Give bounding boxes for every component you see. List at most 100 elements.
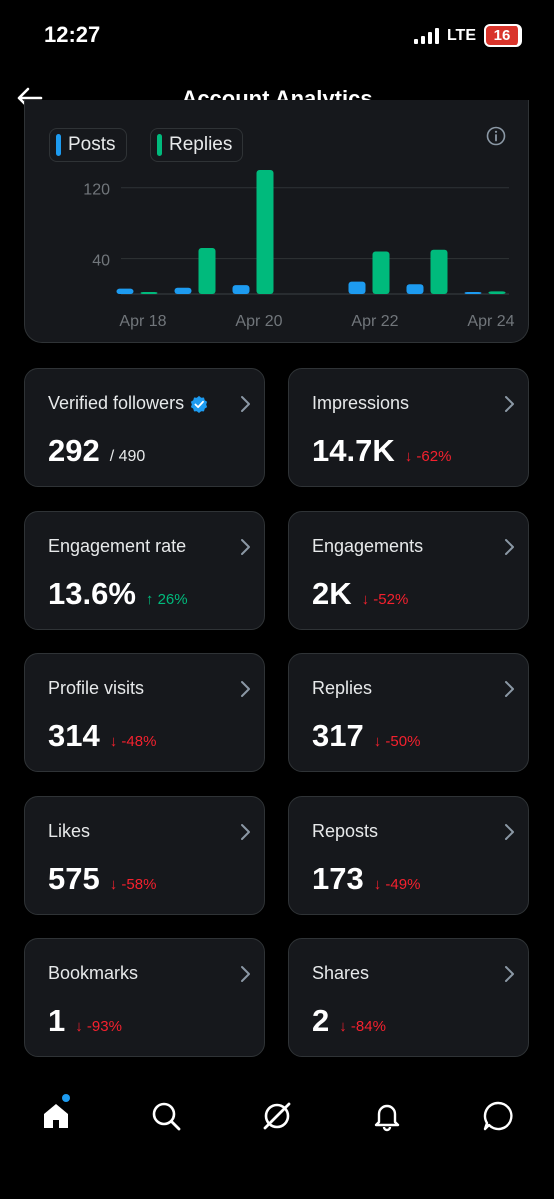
metric-value: 1 <box>48 1003 66 1038</box>
nav-notifications[interactable] <box>367 1096 407 1136</box>
metric-label-text: Impressions <box>312 393 410 413</box>
legend-posts-swatch <box>56 134 61 156</box>
chevron-right-icon <box>241 396 250 412</box>
metric-card-likes[interactable]: Likes 575 ↓ -58% <box>24 796 265 915</box>
bell-icon <box>374 1104 400 1132</box>
metric-label: Engagements <box>312 536 423 557</box>
metric-change: ↓ -58% <box>109 876 157 893</box>
metric-total: / 490 <box>109 448 146 465</box>
bar-chart: 40 120 Apr 18 Apr 20 Apr 22 Apr 24 <box>83 170 515 330</box>
metric-value-row: 1 ↓ -93% <box>48 1003 122 1039</box>
x-tick-label: Apr 18 <box>119 313 166 330</box>
network-label: LTE <box>446 26 476 44</box>
metric-value-row: 317 ↓ -50% <box>312 718 420 754</box>
chevron-right-icon <box>241 966 250 982</box>
metric-label-text: Replies <box>312 678 373 698</box>
metric-card-shares[interactable]: Shares 2 ↓ -84% <box>288 938 529 1057</box>
metric-value-row: 2K ↓ -52% <box>312 576 408 612</box>
chevron-right-icon <box>505 824 514 840</box>
metric-change: ↑ 26% <box>145 591 188 608</box>
x-tick-label: Apr 20 <box>235 313 282 330</box>
bar-posts-apr-19[interactable] <box>174 287 192 294</box>
bar-posts-apr-23[interactable] <box>406 284 424 294</box>
nav-home[interactable] <box>36 1096 76 1136</box>
legend-replies-swatch <box>157 134 162 156</box>
x-tick-label: Apr 24 <box>467 313 514 330</box>
metric-value: 292 <box>48 433 100 468</box>
metric-label: Reposts <box>312 821 378 842</box>
metric-label: Engagement rate <box>48 536 186 557</box>
legend-posts[interactable]: Posts <box>49 128 127 162</box>
metric-value: 317 <box>312 718 364 753</box>
metric-value-row: 14.7K ↓ -62% <box>312 433 451 469</box>
home-icon <box>44 1104 68 1128</box>
metric-card-engagements[interactable]: Engagements 2K ↓ -52% <box>288 511 529 630</box>
metric-change: ↓ -93% <box>75 1018 122 1035</box>
y-tick-label: 120 <box>83 182 110 199</box>
bar-replies-apr-18[interactable] <box>140 292 158 294</box>
metric-value-row: 292 / 490 <box>48 433 145 469</box>
nav-grok[interactable] <box>257 1096 297 1136</box>
y-tick-label: 40 <box>92 253 110 270</box>
metric-value-row: 173 ↓ -49% <box>312 861 420 897</box>
bar-replies-apr-20[interactable] <box>256 170 274 294</box>
bar-posts-apr-24[interactable] <box>464 292 482 294</box>
metric-label: Shares <box>312 963 369 984</box>
metric-label: Profile visits <box>48 678 144 699</box>
metric-value: 314 <box>48 718 100 753</box>
chevron-right-icon <box>241 681 250 697</box>
metric-label: Likes <box>48 821 90 842</box>
metric-value-row: 2 ↓ -84% <box>312 1003 386 1039</box>
verified-badge-icon <box>190 395 208 413</box>
metric-label: Bookmarks <box>48 963 138 984</box>
metric-label: Impressions <box>312 393 409 414</box>
metric-change: ↓ -84% <box>339 1018 386 1035</box>
bar-replies-apr-24[interactable] <box>488 291 506 294</box>
metric-label-text: Engagement rate <box>48 536 187 556</box>
metric-value-row: 314 ↓ -48% <box>48 718 156 754</box>
metric-value: 173 <box>312 861 364 896</box>
metric-card-reposts[interactable]: Reposts 173 ↓ -49% <box>288 796 529 915</box>
metric-card-verified-followers[interactable]: Verified followers 292 / 490 <box>24 368 265 487</box>
chevron-right-icon <box>505 396 514 412</box>
metric-value: 14.7K <box>312 433 395 468</box>
metric-label-text: Profile visits <box>48 678 145 698</box>
nav-search[interactable] <box>146 1096 186 1136</box>
chevron-right-icon <box>505 681 514 697</box>
battery-icon: 16 <box>484 24 522 47</box>
bottom-nav <box>0 1080 554 1152</box>
chevron-right-icon <box>505 539 514 555</box>
bar-replies-apr-22[interactable] <box>372 251 390 294</box>
metric-change: ↓ -50% <box>373 733 421 750</box>
legend-replies-label: Replies <box>169 134 233 155</box>
metric-card-bookmarks[interactable]: Bookmarks 1 ↓ -93% <box>24 938 265 1057</box>
bar-posts-apr-22[interactable] <box>348 281 366 294</box>
status-bar: 12:27 LTE 16 <box>0 0 554 70</box>
info-icon[interactable] <box>486 126 506 146</box>
legend-replies[interactable]: Replies <box>150 128 244 162</box>
metric-label-text: Reposts <box>312 821 379 841</box>
metric-card-impressions[interactable]: Impressions 14.7K ↓ -62% <box>288 368 529 487</box>
nav-messages[interactable] <box>478 1096 518 1136</box>
metric-card-replies[interactable]: Replies 317 ↓ -50% <box>288 653 529 772</box>
metric-change: ↓ -49% <box>373 876 421 893</box>
bar-replies-apr-23[interactable] <box>430 249 448 294</box>
metric-value-row: 575 ↓ -58% <box>48 861 156 897</box>
metric-label: Verified followers <box>48 393 208 414</box>
metric-card-profile-visits[interactable]: Profile visits 314 ↓ -48% <box>24 653 265 772</box>
bar-posts-apr-18[interactable] <box>116 288 134 294</box>
bar-posts-apr-20[interactable] <box>232 285 250 294</box>
search-icon <box>152 1102 181 1131</box>
chevron-right-icon <box>241 824 250 840</box>
metric-label-text: Shares <box>312 963 370 983</box>
chevron-right-icon <box>241 539 250 555</box>
metric-card-engagement-rate[interactable]: Engagement rate 13.6% ↑ 26% <box>24 511 265 630</box>
chart-card: Posts Replies 40 120 Apr 18 Apr 20 Apr 22 Apr… <box>24 100 529 343</box>
chat-bubble-icon <box>483 1101 513 1131</box>
metric-label-text: Verified followers <box>48 393 185 413</box>
metric-label-text: Likes <box>48 821 91 841</box>
metric-change: ↓ -52% <box>361 591 409 608</box>
bar-replies-apr-19[interactable] <box>198 247 216 294</box>
metric-label-text: Bookmarks <box>48 963 139 983</box>
status-time: 12:27 <box>44 22 101 47</box>
